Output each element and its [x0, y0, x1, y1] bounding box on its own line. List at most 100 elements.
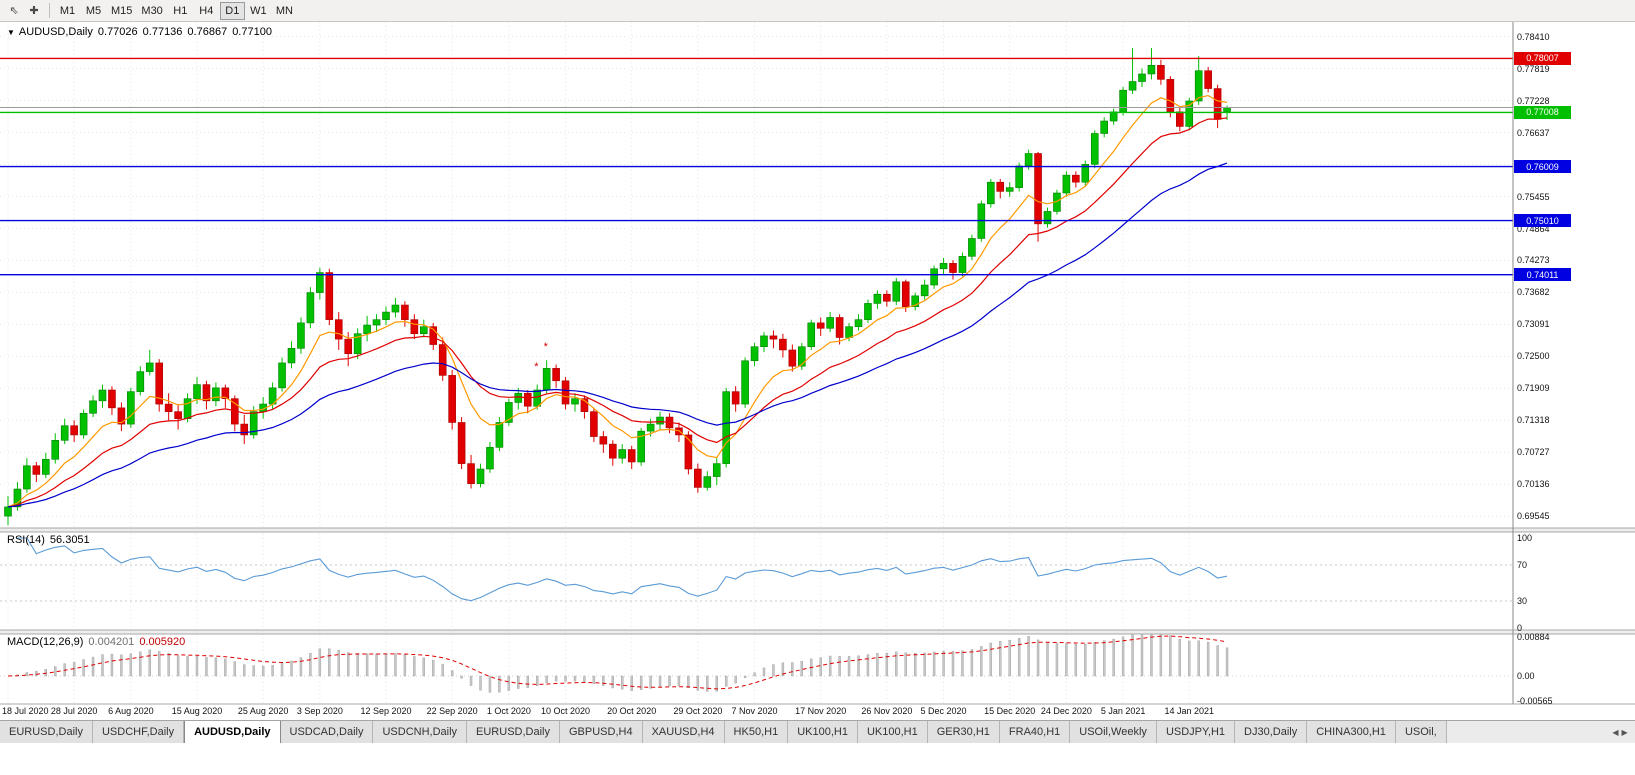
- crosshair-icon[interactable]: ✚: [29, 5, 39, 17]
- chart-tab-audusd-daily-2[interactable]: AUDUSD,Daily: [184, 721, 281, 743]
- tab-label: CHINA300,H1: [1316, 726, 1386, 738]
- price-axis-tick: 0.70136: [1517, 479, 1550, 490]
- price-axis-tick: 0.73091: [1517, 319, 1550, 330]
- price-axis-tick: 0.75455: [1517, 191, 1550, 202]
- date-axis-tick: 1 Oct 2020: [486, 706, 531, 716]
- price-badge: 0.74011: [1514, 268, 1571, 282]
- chart-tab-eurusd-daily-0[interactable]: EURUSD,Daily: [0, 721, 93, 743]
- macd-value-main: 0.004201: [88, 636, 135, 648]
- tab-scroll-left-icon[interactable]: ◀: [1612, 728, 1619, 737]
- date-axis-tick: 26 Nov 2020: [861, 706, 913, 716]
- timeframe-button-h4[interactable]: H4: [199, 4, 214, 17]
- date-axis-tick: 14 Jan 2021: [1164, 706, 1215, 716]
- chart-tab-usdcnh-daily-4[interactable]: USDCNH,Daily: [373, 721, 468, 743]
- macd-name: MACD(12,26,9): [7, 636, 84, 648]
- chart-title: ▼ AUDUSD,Daily 0.77026 0.77136 0.76867 0.7710…: [7, 26, 272, 38]
- chart-tab-china300-h1-16[interactable]: CHINA300,H1: [1307, 721, 1396, 743]
- chart-symbol-label: AUDUSD,Daily: [18, 26, 93, 38]
- timeframe-button-m1[interactable]: M1: [59, 4, 76, 17]
- date-axis-tick: 17 Nov 2020: [795, 706, 847, 716]
- timeframe-button-w1[interactable]: W1: [250, 4, 267, 17]
- timeframe-button-m30[interactable]: M30: [141, 4, 163, 17]
- tab-label: GBPUSD,H4: [569, 726, 633, 738]
- date-axis-tick: 22 Sep 2020: [426, 706, 478, 716]
- tab-label: HK50,H1: [733, 726, 779, 738]
- timeframe-button-m5[interactable]: M5: [85, 4, 102, 17]
- toolbar-separator: [49, 3, 50, 18]
- macd-axis-tick: 0.00884: [1517, 632, 1550, 643]
- date-axis-tick: 29 Oct 2020: [673, 706, 723, 716]
- tab-label: UK100,H1: [866, 726, 918, 738]
- tab-label: EURUSD,Daily: [9, 726, 83, 738]
- chart-tab-gbpusd-h4-6[interactable]: GBPUSD,H4: [560, 721, 643, 743]
- chart-collapse-icon[interactable]: ▼: [7, 28, 15, 37]
- ohlc-open: 0.77026: [97, 26, 138, 38]
- price-axis-tick: 0.74273: [1517, 255, 1550, 266]
- chart-tab-uk100-h1-9[interactable]: UK100,H1: [788, 721, 858, 743]
- price-axis-tick: 0.74864: [1517, 223, 1550, 234]
- price-axis-tick: 0.70727: [1517, 447, 1550, 458]
- date-axis-tick: 18 Jul 2020: [2, 706, 49, 716]
- date-axis-tick: 5 Jan 2021: [1100, 706, 1146, 716]
- date-axis-tick: 25 Aug 2020: [237, 706, 289, 716]
- chart-tab-usoil-17[interactable]: USOil,: [1395, 721, 1447, 743]
- tab-label: USOil,: [1404, 726, 1437, 738]
- svg-text:*: *: [544, 341, 549, 353]
- date-axis-tick: 10 Oct 2020: [541, 706, 591, 716]
- date-axis-tick: 6 Aug 2020: [108, 706, 154, 716]
- chart-tab-usoil-weekly-13[interactable]: USOil,Weekly: [1070, 721, 1157, 743]
- tab-scroll-right-icon[interactable]: ▶: [1621, 728, 1628, 737]
- rsi-name: RSI(14): [7, 534, 45, 546]
- tab-label: USDCAD,Daily: [289, 726, 364, 738]
- rsi-axis-tick: 70: [1517, 560, 1528, 570]
- tab-label: EURUSD,Daily: [476, 726, 550, 738]
- date-axis-tick: 12 Sep 2020: [360, 706, 412, 716]
- timeframe-button-d1[interactable]: D1: [219, 1, 245, 20]
- price-axis-tick: 0.72500: [1517, 351, 1550, 362]
- timeframe-button-m15[interactable]: M15: [111, 4, 133, 17]
- svg-text:*: *: [534, 361, 539, 373]
- chart-tab-uk100-h1-10[interactable]: UK100,H1: [857, 721, 928, 743]
- price-axis-tick: 0.76637: [1517, 127, 1550, 138]
- tab-label: USDJPY,H1: [1165, 726, 1226, 738]
- chart-tab-eurusd-daily-5[interactable]: EURUSD,Daily: [467, 721, 560, 743]
- chart-tab-fra40-h1-12[interactable]: FRA40,H1: [999, 721, 1071, 743]
- ohlc-high: 0.77136: [142, 26, 183, 38]
- chart-tab-usdcad-daily-3[interactable]: USDCAD,Daily: [280, 721, 374, 743]
- chart-tab-xauusd-h4-7[interactable]: XAUUSD,H4: [642, 721, 725, 743]
- cursor-icon[interactable]: ⇖: [9, 5, 19, 17]
- rsi-axis-tick: 30: [1517, 596, 1528, 606]
- chart-tab-ger30-h1-11[interactable]: GER30,H1: [927, 721, 1000, 743]
- macd-value-signal: 0.005920: [139, 636, 186, 648]
- timeframe-button-h1[interactable]: H1: [173, 4, 188, 17]
- tab-label: UK100,H1: [797, 726, 848, 738]
- macd-axis-tick: 0.00: [1517, 671, 1535, 681]
- toolbar: ⇖ ✚ M1 M5 M15 M30 H1 H4 D1 W1 MN: [0, 0, 1635, 22]
- tab-label: USDCHF,Daily: [101, 726, 175, 738]
- chart-tab-bar: EURUSD,Daily USDCHF,Daily AUDUSD,Daily USDC…: [0, 720, 1635, 743]
- price-badge: 0.77008: [1514, 105, 1571, 119]
- price-axis-tick: 0.77819: [1517, 63, 1550, 74]
- macd-axis-tick: -0.00565: [1517, 695, 1553, 706]
- date-axis-tick: 3 Sep 2020: [296, 706, 343, 716]
- timeframe-button-mn[interactable]: MN: [275, 4, 293, 17]
- chart-tab-dj30-daily-15[interactable]: DJ30,Daily: [1235, 721, 1308, 743]
- price-badge: 0.76009: [1514, 160, 1571, 174]
- timeframe-group: M1 M5 M15 M30 H1 H4 D1 W1 MN: [55, 1, 297, 20]
- date-axis-tick: 28 Jul 2020: [50, 706, 98, 716]
- tab-label: USOil,Weekly: [1079, 726, 1147, 738]
- date-axis-tick: 15 Dec 2020: [984, 706, 1036, 716]
- chart-tab-hk50-h1-8[interactable]: HK50,H1: [724, 721, 789, 743]
- price-badge: 0.78007: [1514, 51, 1571, 65]
- price-axis-tick: 0.77228: [1517, 95, 1550, 106]
- chart-tab-usdjpy-h1-14[interactable]: USDJPY,H1: [1156, 721, 1236, 743]
- chart-tab-usdchf-daily-1[interactable]: USDCHF,Daily: [92, 721, 185, 743]
- rsi-axis-tick: 100: [1517, 533, 1533, 543]
- tab-scroll-controls: ◀ ▶: [1605, 721, 1635, 743]
- price-axis-tick: 0.71909: [1517, 383, 1550, 394]
- price-axis-tick: 0.78410: [1517, 31, 1550, 42]
- tab-label: XAUUSD,H4: [651, 726, 715, 738]
- ohlc-close: 0.77100: [232, 26, 272, 38]
